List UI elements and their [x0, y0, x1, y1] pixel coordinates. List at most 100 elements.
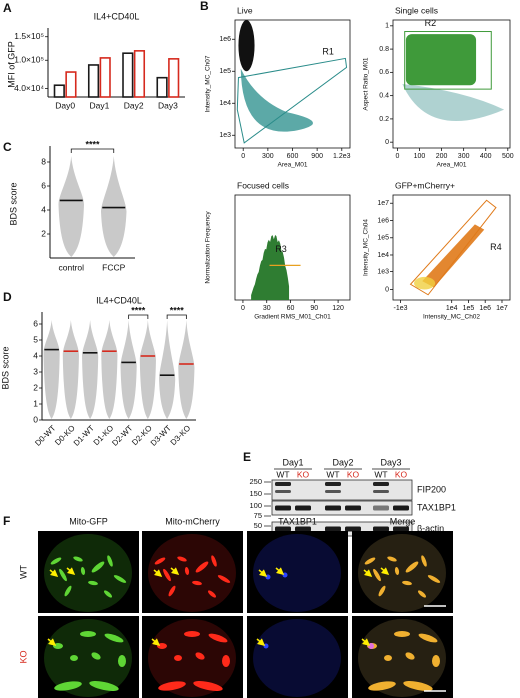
- panel-label: A: [3, 1, 12, 15]
- x-tick-label: 1e7: [496, 305, 508, 312]
- x-axis-label: Area_M01: [437, 162, 467, 169]
- arrow: [170, 567, 180, 575]
- arrow: [256, 638, 266, 646]
- violin-body: [101, 320, 118, 419]
- cell-cloud: [240, 68, 314, 132]
- organelle: [403, 680, 433, 692]
- lane-label: KO: [297, 469, 310, 479]
- y-axis-label: Intensity_MC_Ch07: [205, 55, 212, 112]
- blot-band: [373, 505, 389, 511]
- protein-label: TAX1BP1: [417, 502, 456, 512]
- cell-haze: [253, 619, 341, 697]
- blot-band: [295, 505, 311, 511]
- organelle: [418, 633, 438, 643]
- x-tick-label: 60: [287, 305, 295, 312]
- x-tick-label: 0: [241, 305, 245, 312]
- x-tick-label: 120: [332, 305, 344, 312]
- arrow: [258, 569, 268, 577]
- y-axis-label: MFI of GFP: [6, 41, 16, 88]
- organelle: [217, 575, 231, 583]
- chart-title: IL4+CD40L: [96, 295, 142, 305]
- x-tick-label: 1e6: [479, 305, 491, 312]
- organelle: [192, 580, 202, 586]
- organelle: [417, 590, 427, 598]
- cell-haze: [358, 534, 446, 612]
- organelle: [195, 652, 205, 660]
- bar: [168, 58, 180, 98]
- x-axis-label: Gradient RMS_M01_Ch01: [254, 314, 331, 321]
- organelle: [402, 580, 412, 586]
- arrow: [49, 569, 59, 577]
- cell-haze: [253, 534, 341, 612]
- organelle: [118, 655, 126, 667]
- protein-label: FIP200: [417, 484, 446, 494]
- y-tick-label: 1e4: [219, 100, 231, 107]
- organelle: [387, 556, 397, 562]
- significance-label: ****: [131, 305, 146, 315]
- organelle: [107, 555, 113, 567]
- organelle: [394, 631, 410, 637]
- blot-band: [325, 526, 341, 532]
- x-tick-label: 900: [311, 153, 323, 160]
- violin-body: [101, 156, 127, 257]
- x-tick-label: D3-WT: [149, 423, 173, 447]
- x-tick-label: 200: [436, 153, 448, 160]
- organelle: [405, 561, 419, 573]
- y-tick-label: 0: [33, 414, 38, 424]
- y-tick-label: 1e5: [219, 68, 231, 75]
- organelle: [104, 633, 124, 643]
- y-axis-label: Intensity_MC_Ch04: [363, 219, 370, 276]
- gate: [409, 199, 497, 296]
- chart-title: Focused cells: [237, 180, 289, 190]
- y-tick-label: 1e4: [377, 252, 389, 259]
- bar: [122, 52, 134, 98]
- blot-band: [325, 482, 341, 486]
- y-tick-label: 2: [41, 228, 46, 238]
- lane-label: WT: [326, 469, 339, 479]
- organelle: [211, 555, 217, 567]
- chart-title: IL4+CD40L: [94, 11, 140, 21]
- x-tick-label: D3-KO: [169, 424, 193, 448]
- day-label: Day3: [380, 457, 401, 467]
- panel-label: F: [3, 514, 10, 528]
- lane-label: WT: [276, 469, 289, 479]
- day-label: Day1: [282, 457, 303, 467]
- gate-label: R2: [425, 18, 437, 28]
- arrow: [380, 567, 390, 575]
- y-axis-label: Normalization Frequency: [205, 211, 212, 284]
- organelle: [174, 655, 182, 661]
- y-tick-label: 0: [385, 139, 389, 146]
- organelle: [91, 561, 105, 573]
- organelle: [184, 631, 200, 637]
- marker-label: 100: [249, 501, 262, 510]
- organelle: [427, 575, 441, 583]
- significance-bracket: [70, 148, 115, 153]
- organelle: [405, 652, 415, 660]
- arrow: [275, 567, 285, 575]
- marker-label: 50: [254, 521, 262, 530]
- violin-body: [43, 320, 60, 419]
- gate-label: R1: [322, 46, 334, 56]
- blot-band: [325, 490, 341, 493]
- y-tick-label: 4.0×10⁴: [14, 83, 44, 93]
- organelle: [91, 652, 101, 660]
- cell-cloud: [402, 84, 505, 122]
- y-tick-label: 1e3: [377, 268, 389, 275]
- gate-label: R3: [275, 244, 287, 254]
- blot-band: [345, 505, 361, 511]
- organelle: [54, 681, 82, 691]
- x-tick-label: 100: [414, 153, 426, 160]
- column-label: Merge: [390, 516, 416, 526]
- cell-cloud: [422, 224, 485, 288]
- histogram-area: [251, 235, 290, 300]
- organelle: [364, 557, 376, 565]
- cell-cloud: [238, 19, 255, 72]
- blot-band: [373, 490, 389, 493]
- violin-body: [159, 320, 176, 419]
- blot-band: [373, 482, 389, 486]
- lane-label: WT: [374, 469, 387, 479]
- violin-body: [120, 320, 137, 419]
- x-tick-label: 1e5: [463, 305, 475, 312]
- protein-label: β-actin: [417, 523, 444, 533]
